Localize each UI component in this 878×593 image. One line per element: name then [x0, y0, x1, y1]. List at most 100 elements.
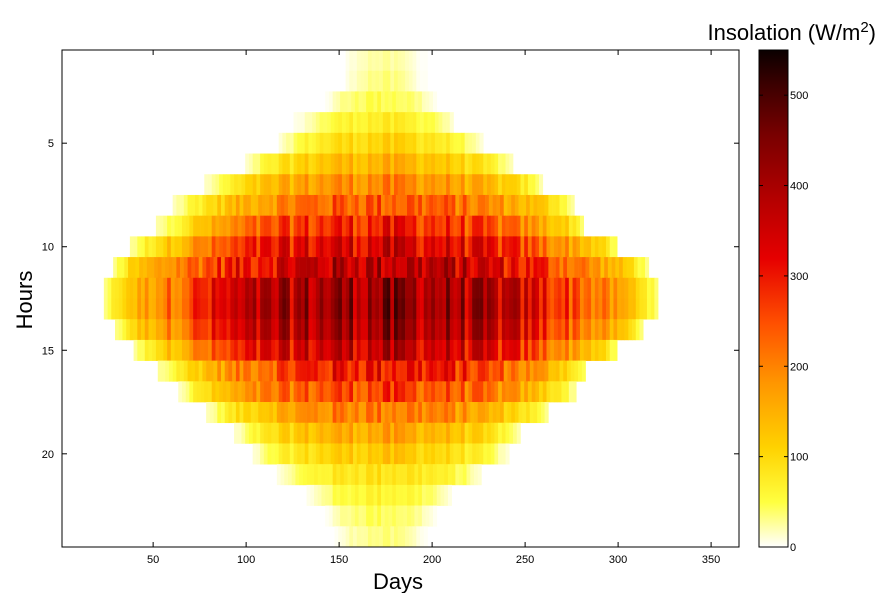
- heatmap-cell: [576, 298, 581, 320]
- heatmap-cell: [282, 319, 287, 341]
- heatmap-cell: [431, 277, 436, 299]
- heatmap-cell: [427, 215, 432, 237]
- heatmap-cell: [526, 402, 531, 424]
- y-tick-label: 15: [42, 345, 54, 357]
- heatmap-cell: [172, 257, 177, 279]
- heatmap-cell: [252, 236, 257, 258]
- heatmap-cell: [356, 174, 361, 196]
- heatmap-cell: [349, 422, 354, 444]
- heatmap-cell: [513, 298, 518, 320]
- heatmap-cell: [403, 91, 408, 113]
- heatmap-cell: [555, 360, 560, 382]
- heatmap-cell: [470, 464, 475, 486]
- heatmap-cell: [168, 360, 173, 382]
- heatmap-cell: [312, 319, 317, 341]
- heatmap-cell: [449, 319, 454, 341]
- heatmap-cell: [224, 194, 229, 216]
- heatmap-cell: [632, 298, 637, 320]
- heatmap-cell: [544, 402, 549, 424]
- heatmap-cell: [475, 339, 480, 361]
- heatmap-cell: [423, 153, 428, 175]
- heatmap-cell: [431, 298, 436, 320]
- heatmap-cell: [384, 257, 389, 279]
- heatmap-cell: [310, 402, 315, 424]
- heatmap-cell: [261, 257, 266, 279]
- heatmap-cell: [312, 381, 317, 403]
- heatmap-cell: [226, 339, 231, 361]
- heatmap-cell: [327, 381, 332, 403]
- heatmap-cell: [442, 236, 447, 258]
- heatmap-cell: [367, 112, 372, 134]
- heatmap-cell: [293, 236, 298, 258]
- heatmap-cell: [330, 319, 335, 341]
- heatmap-cell: [202, 194, 207, 216]
- heatmap-cell: [457, 153, 462, 175]
- heatmap-cell: [388, 194, 393, 216]
- heatmap-cell: [245, 277, 250, 299]
- heatmap-cell: [167, 236, 172, 258]
- heatmap-cell: [137, 298, 142, 320]
- heatmap-cell: [483, 422, 488, 444]
- heatmap-cell: [366, 484, 371, 506]
- heatmap-cell: [232, 360, 237, 382]
- heatmap-cell: [286, 215, 291, 237]
- heatmap-cell: [423, 174, 428, 196]
- heatmap-cell: [334, 422, 339, 444]
- heatmap-cell: [420, 339, 425, 361]
- heatmap-cell: [442, 277, 447, 299]
- heatmap-cell: [204, 339, 209, 361]
- heatmap-cell: [483, 298, 488, 320]
- heatmap-cell: [464, 422, 469, 444]
- heatmap-cell: [293, 298, 298, 320]
- heatmap-cell: [397, 443, 402, 465]
- heatmap-cell: [308, 153, 313, 175]
- heatmap-cell: [314, 484, 319, 506]
- heatmap-cell: [282, 236, 287, 258]
- heatmap-cell: [185, 236, 190, 258]
- heatmap-cell: [219, 236, 224, 258]
- heatmap-cell: [568, 215, 573, 237]
- heatmap-cell: [410, 402, 415, 424]
- heatmap-cell: [237, 174, 242, 196]
- heatmap-cell: [269, 257, 274, 279]
- heatmap-cell: [263, 339, 268, 361]
- heatmap-cell: [349, 70, 354, 92]
- heatmap-cell: [472, 422, 477, 444]
- heatmap-cell: [174, 215, 179, 237]
- heatmap-cell: [650, 298, 655, 320]
- heatmap-cell: [297, 443, 302, 465]
- heatmap-cell: [256, 174, 261, 196]
- heatmap-cell: [345, 298, 350, 320]
- heatmap-cell: [321, 484, 326, 506]
- heatmap-cell: [284, 464, 289, 486]
- heatmap-cell: [375, 112, 380, 134]
- heatmap-cell: [375, 422, 380, 444]
- heatmap-cell: [167, 298, 172, 320]
- heatmap-cell: [393, 50, 399, 72]
- heatmap-cell: [548, 360, 553, 382]
- heatmap-cell: [433, 484, 438, 506]
- heatmap-cell: [221, 257, 226, 279]
- heatmap-cell: [594, 339, 599, 361]
- heatmap-cell: [412, 381, 417, 403]
- heatmap-cell: [243, 257, 248, 279]
- heatmap-cell: [550, 381, 555, 403]
- heatmap-cell: [222, 319, 227, 341]
- heatmap-cell: [306, 464, 311, 486]
- heatmap-cell: [408, 319, 413, 341]
- heatmap-cell: [204, 298, 209, 320]
- heatmap-cell: [338, 443, 343, 465]
- heatmap-cell: [399, 194, 404, 216]
- heatmap-cell: [475, 298, 480, 320]
- heatmap-cell: [516, 215, 521, 237]
- heatmap-cell: [509, 236, 514, 258]
- heatmap-cell: [483, 277, 488, 299]
- heatmap-cell: [453, 422, 458, 444]
- heatmap-cell: [639, 298, 644, 320]
- heatmap-cell: [650, 277, 655, 299]
- heatmap-cell: [301, 422, 306, 444]
- heatmap-cell: [373, 360, 378, 382]
- heatmap-cell: [379, 112, 384, 134]
- heatmap-cell: [449, 132, 454, 154]
- heatmap-cell: [486, 236, 491, 258]
